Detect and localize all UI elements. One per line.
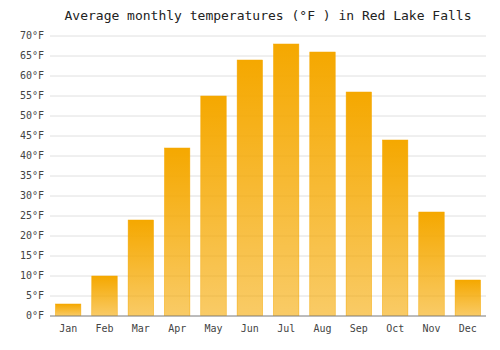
y-tick-label: 55°F [20,90,44,101]
x-tick-label: Mar [132,323,150,334]
y-tick-label: 10°F [20,270,44,281]
grid-line [50,76,486,77]
x-tick-label: Feb [95,323,113,334]
x-tick-label: Apr [168,323,186,334]
bar [92,276,117,316]
y-tick-label: 40°F [20,150,44,161]
y-tick-label: 50°F [20,110,44,121]
x-axis: Jan Feb Mar Apr May Jun Jul Aug Sep Oct Nov Dec [59,323,477,334]
grid-line [50,196,486,197]
y-tick-label: 60°F [20,70,44,81]
grid-line [50,136,486,137]
y-tick-label: 30°F [20,190,44,201]
bar [382,140,407,316]
grid-line [50,156,486,157]
x-tick-label: Dec [459,323,477,334]
y-tick-label: 15°F [20,250,44,261]
bar [55,304,80,316]
y-tick-label: 25°F [20,210,44,221]
x-tick-label: Jul [277,323,295,334]
bar [273,44,298,316]
y-tick-label: 45°F [20,130,44,141]
bar [201,96,226,316]
grid-line [50,176,486,177]
y-tick-label: 5°F [26,290,44,301]
x-tick-label: May [204,323,222,334]
x-tick-label: Jun [241,323,259,334]
y-tick-label: 70°F [20,30,44,41]
y-axis: 0°F 5°F 10°F 15°F 20°F 25°F 30°F 35°F 40°F 45°F 50… [20,30,44,321]
grid-line [50,116,486,117]
bar [310,52,335,316]
x-tick-label: Jan [59,323,77,334]
bar [237,60,262,316]
bar [128,220,153,316]
chart-title: Average monthly temperatures (°F ) in Re… [65,8,472,23]
y-tick-label: 35°F [20,170,44,181]
chart-svg: Average monthly temperatures (°F ) in Re… [0,0,500,350]
bar [164,148,189,316]
x-tick-label: Aug [313,323,331,334]
y-tick-label: 20°F [20,230,44,241]
y-grid [50,36,486,316]
x-axis-line [50,316,486,317]
x-tick-label: Nov [422,323,440,334]
bar [455,280,480,316]
y-tick-label: 0°F [26,310,44,321]
grid-line [50,96,486,97]
chart-container: Average monthly temperatures (°F ) in Re… [0,0,500,350]
x-tick-label: Oct [386,323,404,334]
grid-line [50,316,486,317]
x-tick-label: Sep [350,323,368,334]
grid-line [50,36,486,37]
bar [346,92,371,316]
grid-line [50,56,486,57]
y-tick-label: 65°F [20,50,44,61]
bar [419,212,444,316]
bars [55,44,480,316]
